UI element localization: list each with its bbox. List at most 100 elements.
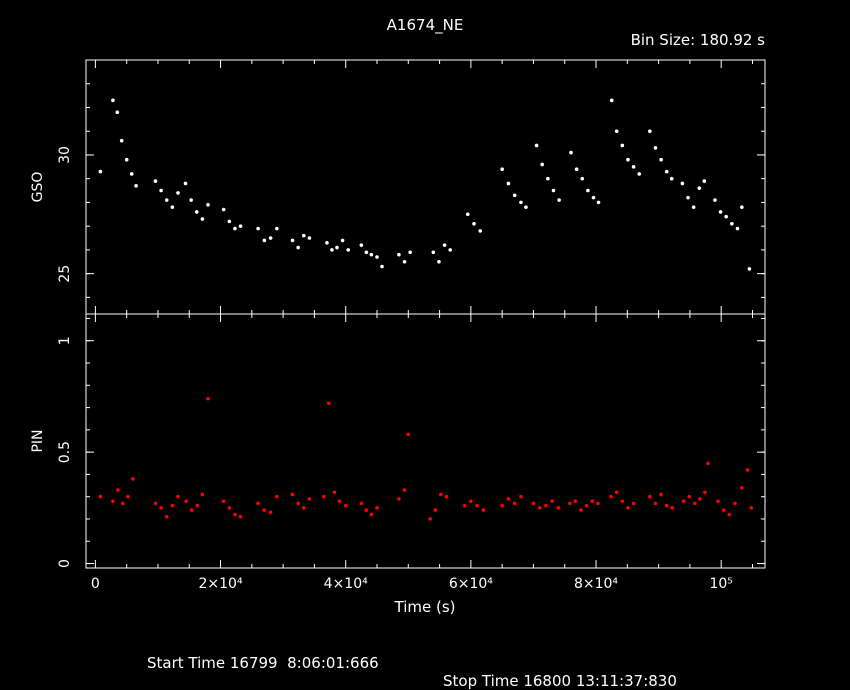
pin-point [716, 499, 720, 503]
pin-point [402, 488, 407, 492]
x-tick-label: 4×10⁴ [324, 576, 368, 592]
gso-point [275, 226, 279, 231]
pin-point [620, 499, 625, 503]
gso-point [296, 245, 300, 250]
pin-point [176, 494, 180, 499]
gso-point [740, 205, 744, 209]
x-axis-ticks: 0 2×10⁴ 4×10⁴ 6×10⁴ 8×10⁴ 10⁵ [91, 60, 753, 592]
gso-point [448, 248, 453, 252]
pin-point [268, 510, 273, 515]
pin-point [727, 512, 732, 517]
pin-point [631, 501, 636, 506]
pin-point [200, 492, 205, 497]
gso-point [664, 169, 669, 174]
x-tick-label: 0 [91, 576, 100, 592]
pin-point [290, 492, 295, 497]
pin-point [531, 501, 536, 506]
gso-point [626, 157, 630, 162]
gso-point [569, 150, 573, 155]
pin-point [653, 501, 658, 506]
gso-point [375, 255, 379, 259]
pin-point [506, 497, 511, 501]
pin-point [556, 506, 561, 510]
pin-point [375, 506, 379, 510]
pin-point [262, 508, 267, 512]
gso-point [614, 129, 619, 134]
gso-point [591, 195, 596, 200]
pin-point [670, 506, 675, 510]
pin-point [544, 503, 548, 508]
pin-point [745, 468, 750, 472]
gso-point [580, 176, 585, 181]
x-axis-label: Time (s) [394, 598, 456, 616]
gso-point [238, 224, 243, 228]
pin-point [238, 514, 243, 519]
gso-point [680, 181, 685, 186]
gso-point [735, 226, 740, 231]
pin-point [475, 503, 479, 508]
gso-point [189, 198, 193, 202]
y-tick-label: 30 [57, 146, 73, 164]
gso-point [159, 188, 163, 193]
gso-point [653, 146, 658, 150]
gso-point [129, 172, 134, 176]
gso-point [268, 236, 273, 240]
pin-point [164, 514, 169, 519]
gso-point [586, 188, 590, 193]
gso-point [111, 98, 115, 103]
gso-point [437, 259, 441, 264]
pin-point [153, 501, 158, 506]
gso-point [713, 198, 717, 202]
pin-point [189, 508, 194, 512]
gso-data-points [98, 98, 752, 271]
gso-point [194, 210, 199, 214]
pin-panel: 00.51 PIN [30, 313, 766, 569]
gso-point [472, 221, 476, 226]
pin-point [693, 501, 697, 506]
pin-point [159, 506, 163, 510]
gso-point [346, 248, 351, 252]
gso-point [609, 98, 614, 103]
pin-point [481, 508, 486, 512]
gso-point [262, 238, 267, 243]
x-tick-label: 8×10⁴ [574, 576, 618, 592]
x-tick-label: 10⁵ [709, 576, 732, 592]
pin-point [537, 506, 542, 510]
pin-panel-frame [85, 313, 766, 569]
y-tick-label: 0.5 [57, 441, 73, 463]
gso-point [290, 238, 295, 243]
pin-point [296, 501, 300, 506]
pin-point [307, 497, 312, 501]
gso-point [500, 167, 504, 171]
pin-point [111, 499, 115, 503]
gso-point [200, 217, 205, 221]
pin-point [749, 506, 754, 510]
gso-point [153, 179, 158, 183]
pin-point [687, 494, 692, 499]
gso-point [164, 198, 169, 202]
pin-point [626, 506, 630, 510]
gso-point [442, 243, 447, 247]
gso-point [221, 207, 226, 212]
pin-point [664, 503, 669, 508]
pin-point [614, 490, 619, 495]
pin-point [206, 396, 210, 401]
pin-data-points [98, 396, 754, 521]
gso-point [730, 221, 734, 226]
pin-point [733, 501, 737, 506]
gso-point [546, 176, 550, 181]
pin-point [406, 432, 411, 437]
pin-axis-label: PIN [30, 429, 46, 452]
gso-axis-ticks: 25 30 [57, 83, 765, 298]
gso-point [620, 143, 625, 148]
pin-point [256, 501, 260, 506]
gso-point [124, 157, 129, 162]
gso-point [98, 169, 103, 174]
gso-point [335, 245, 339, 250]
gso-point [119, 138, 124, 143]
gso-point [551, 188, 556, 193]
gso-point [134, 184, 138, 188]
gso-point [301, 233, 306, 238]
pin-point [550, 499, 555, 503]
